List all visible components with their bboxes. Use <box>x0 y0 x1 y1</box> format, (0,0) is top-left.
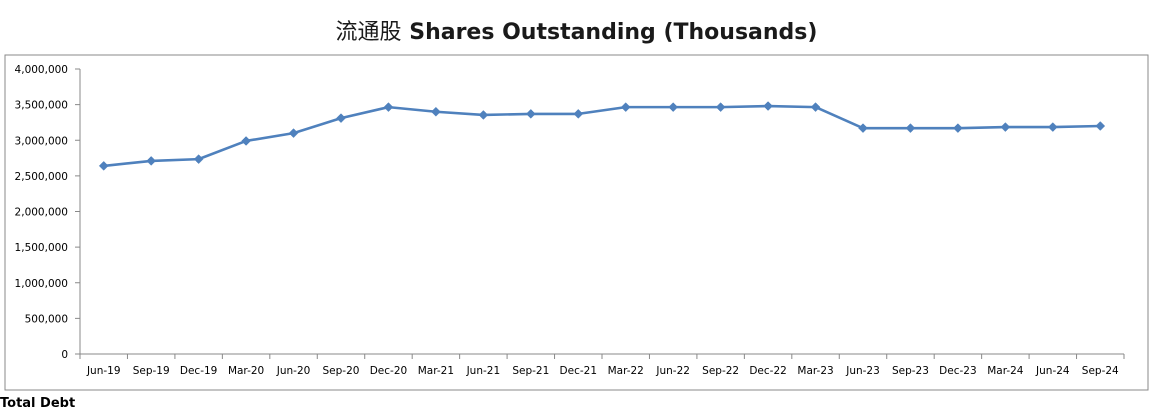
data-point-marker <box>288 128 299 138</box>
x-tick-label: Mar-24 <box>987 365 1024 377</box>
y-tick-label: 3,000,000 <box>15 135 68 147</box>
x-tick-label: Mar-22 <box>608 365 644 377</box>
x-tick-label: Dec-20 <box>370 365 407 377</box>
data-point-marker <box>146 156 157 166</box>
plot-frame <box>4 54 1149 391</box>
x-tick-label: Mar-20 <box>228 365 264 377</box>
data-point-marker <box>1095 121 1106 131</box>
data-point-marker <box>383 102 394 112</box>
axes: 0 500,000 1,000,000 1,500,000 2,000,000 2,500… <box>15 64 1125 377</box>
y-tick-label: 0 <box>61 349 68 361</box>
data-point-marker <box>193 154 204 164</box>
series-line <box>103 104 1101 168</box>
x-tick-label: Dec-22 <box>749 365 786 377</box>
y-tick-label: 1,500,000 <box>15 242 68 254</box>
y-tick-label: 3,500,000 <box>15 100 68 112</box>
x-tick-label: Jun-19 <box>86 365 121 377</box>
x-tick-label: Sep-24 <box>1082 365 1119 377</box>
data-point-marker <box>478 110 489 120</box>
y-tick-label: 2,000,000 <box>15 207 68 219</box>
data-point-marker <box>1047 122 1058 132</box>
x-tick-label: Mar-23 <box>797 365 833 377</box>
y-tick-label: 500,000 <box>25 313 68 325</box>
data-point-marker <box>336 113 346 124</box>
below-chart-label: Total Debt <box>0 396 76 411</box>
data-point-marker <box>525 109 536 119</box>
x-tick-label: Jun-21 <box>466 365 501 377</box>
y-tick-label: 2,500,000 <box>15 171 68 183</box>
x-tick-label: Sep-21 <box>512 365 549 377</box>
x-tick-label: Dec-21 <box>560 365 597 377</box>
x-tick-label: Jun-23 <box>845 365 880 377</box>
x-tick-label: Mar-21 <box>418 365 454 377</box>
data-point-marker <box>1000 122 1011 132</box>
data-point-marker <box>573 109 584 119</box>
x-tick-label: Jun-22 <box>655 365 690 377</box>
data-point-marker <box>241 136 251 146</box>
data-point-marker <box>620 102 631 112</box>
x-tick-label: Sep-19 <box>133 365 170 377</box>
x-tick-label: Sep-22 <box>702 365 739 377</box>
series-layer <box>98 101 1106 171</box>
x-tick-label: Sep-23 <box>892 365 929 377</box>
x-tick-label: Dec-23 <box>939 365 976 377</box>
data-point-marker <box>715 102 726 112</box>
y-tick-label: 4,000,000 <box>15 64 68 76</box>
data-point-marker <box>668 102 679 112</box>
x-tick-label: Jun-24 <box>1035 365 1070 377</box>
x-tick-label: Sep-20 <box>323 365 360 377</box>
chart-title: 流通股 Shares Outstanding (Thousands) <box>0 14 1153 46</box>
x-tick-label: Dec-19 <box>180 365 217 377</box>
data-point-marker <box>905 123 916 133</box>
data-point-marker <box>858 123 868 133</box>
y-tick-label: 1,000,000 <box>15 278 68 290</box>
x-tick-label: Jun-20 <box>276 365 311 377</box>
data-point-marker <box>431 106 441 117</box>
data-point-marker <box>763 101 773 111</box>
data-point-marker <box>810 102 821 112</box>
data-point-marker <box>953 123 963 133</box>
chart-title-cjk: 流通股 <box>335 20 402 45</box>
chart-title-text: Shares Outstanding (Thousands) <box>409 20 818 45</box>
data-point-marker <box>98 161 109 171</box>
